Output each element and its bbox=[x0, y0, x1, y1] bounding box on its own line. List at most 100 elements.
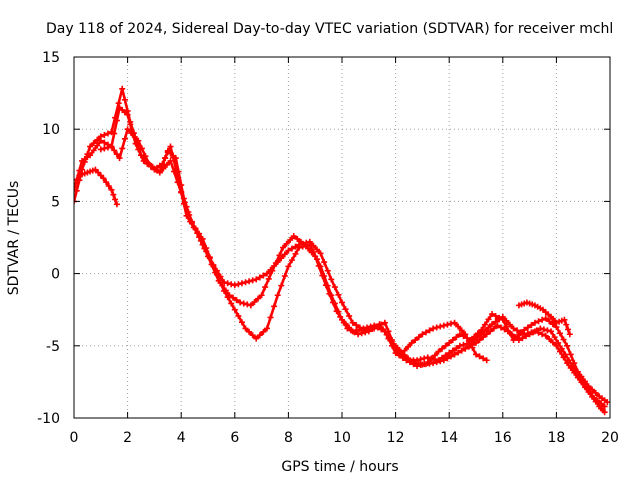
data-point-marker bbox=[231, 306, 238, 313]
data-point-marker bbox=[322, 282, 329, 289]
data-point-marker bbox=[237, 299, 244, 306]
data-point-marker bbox=[526, 331, 533, 338]
data-point-marker bbox=[222, 287, 229, 294]
data-point-marker bbox=[283, 240, 290, 247]
data-point-marker bbox=[481, 327, 488, 334]
data-point-marker bbox=[476, 337, 483, 344]
data-point-marker bbox=[392, 345, 399, 352]
data-point-marker bbox=[153, 166, 160, 173]
data-point-marker bbox=[256, 274, 263, 281]
data-point-marker bbox=[426, 327, 433, 334]
data-point-marker bbox=[315, 262, 322, 269]
data-point-marker bbox=[519, 335, 526, 342]
data-point-marker bbox=[206, 255, 213, 262]
data-point-marker bbox=[203, 248, 210, 255]
data-point-marker bbox=[561, 316, 568, 323]
data-point-marker bbox=[485, 316, 492, 323]
data-point-marker bbox=[74, 183, 77, 190]
data-point-marker bbox=[374, 323, 381, 330]
data-point-marker bbox=[188, 218, 195, 225]
data-point-marker bbox=[389, 337, 396, 344]
data-point-marker bbox=[449, 337, 456, 344]
data-point-marker bbox=[498, 324, 505, 331]
data-point-marker bbox=[589, 386, 596, 393]
data-point-marker bbox=[108, 143, 115, 150]
data-point-marker bbox=[485, 324, 492, 331]
data-point-marker bbox=[94, 136, 101, 143]
data-point-marker bbox=[535, 318, 542, 325]
data-point-marker bbox=[251, 298, 258, 305]
data-point-marker bbox=[424, 360, 431, 367]
data-point-marker bbox=[510, 337, 517, 344]
data-point-marker bbox=[104, 144, 111, 151]
x-tick-label: 20 bbox=[601, 430, 619, 446]
data-point-marker bbox=[574, 368, 581, 375]
data-point-marker bbox=[465, 337, 472, 344]
data-point-marker bbox=[487, 328, 494, 335]
data-point-marker bbox=[480, 334, 487, 341]
data-point-marker bbox=[280, 244, 287, 251]
data-point-marker bbox=[558, 345, 565, 352]
data-point-marker bbox=[601, 403, 608, 410]
data-point-marker bbox=[292, 250, 299, 257]
data-point-marker bbox=[235, 312, 242, 319]
data-point-marker bbox=[271, 262, 278, 269]
data-point-marker bbox=[506, 321, 513, 328]
data-point-marker bbox=[247, 302, 254, 309]
data-point-marker bbox=[548, 328, 555, 335]
data-point-marker bbox=[121, 96, 128, 103]
data-point-marker bbox=[571, 360, 578, 367]
data-point-marker bbox=[421, 361, 428, 368]
data-point-marker bbox=[256, 332, 263, 339]
data-point-marker bbox=[238, 280, 245, 287]
data-point-marker bbox=[592, 389, 599, 396]
data-point-marker bbox=[483, 357, 490, 364]
data-point-marker bbox=[178, 189, 185, 196]
data-point-marker bbox=[453, 345, 460, 352]
data-point-marker bbox=[170, 154, 177, 161]
data-point-marker bbox=[199, 241, 206, 248]
data-point-marker bbox=[326, 290, 333, 297]
data-point-marker bbox=[428, 356, 435, 363]
x-tick-label: 18 bbox=[547, 430, 565, 446]
data-point-marker bbox=[135, 146, 142, 153]
data-point-marker bbox=[317, 250, 324, 257]
data-point-marker bbox=[263, 325, 270, 332]
data-point-marker bbox=[138, 145, 145, 152]
data-point-marker bbox=[119, 85, 126, 92]
data-point-marker bbox=[551, 334, 558, 341]
data-point-marker bbox=[380, 326, 387, 333]
data-point-marker bbox=[90, 140, 97, 147]
data-point-marker bbox=[87, 152, 94, 159]
series-track-3 bbox=[74, 166, 120, 208]
data-point-marker bbox=[238, 319, 245, 326]
data-point-marker bbox=[537, 325, 544, 332]
data-point-marker bbox=[358, 330, 365, 337]
data-point-marker bbox=[439, 345, 446, 352]
data-point-marker bbox=[290, 233, 297, 240]
data-point-marker bbox=[546, 318, 553, 325]
data-point-marker bbox=[278, 255, 285, 262]
data-point-marker bbox=[337, 313, 344, 320]
data-point-marker bbox=[566, 331, 573, 338]
data-point-marker bbox=[258, 292, 265, 299]
data-point-marker bbox=[149, 163, 156, 170]
data-point-marker bbox=[285, 263, 292, 270]
data-point-marker bbox=[313, 246, 320, 253]
data-point-marker bbox=[403, 357, 410, 364]
data-point-marker bbox=[540, 326, 547, 333]
data-point-marker bbox=[460, 341, 467, 348]
data-point-marker bbox=[567, 351, 574, 358]
data-point-marker bbox=[414, 363, 421, 370]
data-point-marker bbox=[224, 280, 231, 287]
data-point-marker bbox=[381, 319, 388, 326]
data-point-marker bbox=[181, 199, 188, 206]
data-point-marker bbox=[455, 323, 462, 330]
data-point-marker bbox=[111, 130, 118, 137]
data-point-marker bbox=[478, 326, 485, 333]
data-point-marker bbox=[533, 327, 540, 334]
x-tick-label: 14 bbox=[440, 430, 458, 446]
data-point-marker bbox=[281, 251, 288, 258]
data-point-marker bbox=[510, 325, 517, 332]
